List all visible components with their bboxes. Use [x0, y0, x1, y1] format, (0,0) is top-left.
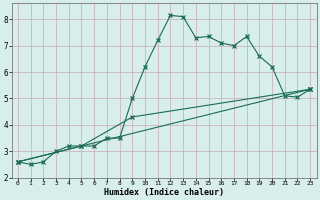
- X-axis label: Humidex (Indice chaleur): Humidex (Indice chaleur): [104, 188, 224, 197]
